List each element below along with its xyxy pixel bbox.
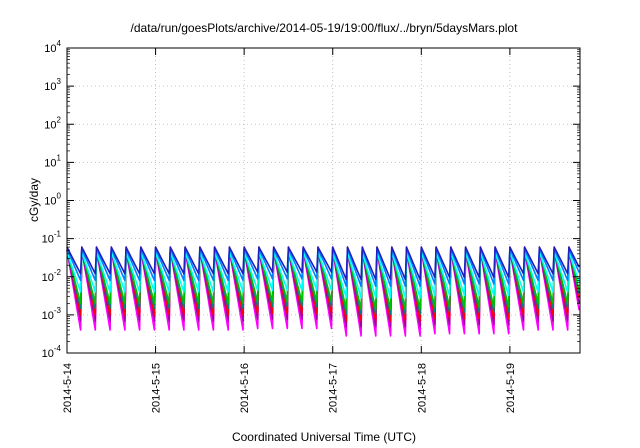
series-group bbox=[66, 246, 580, 337]
y-tick-label: 10-2 bbox=[42, 268, 62, 284]
x-tick-label: 2014-5-17 bbox=[328, 363, 340, 413]
x-axis-ticks: 2014-5-14 2014-5-15 2014-5-16 2014-5-17 2014… bbox=[62, 48, 517, 413]
x-tick-label: 2014-5-19 bbox=[505, 363, 517, 413]
x-tick-label: 2014-5-14 bbox=[62, 363, 74, 413]
chart-title: /data/run/goesPlots/archive/2014-05-19/1… bbox=[131, 21, 519, 35]
series-line bbox=[66, 247, 580, 288]
y-tick-label: 102 bbox=[44, 115, 61, 131]
y-tick-label: 101 bbox=[44, 153, 61, 169]
series-line bbox=[66, 251, 580, 299]
x-tick-label: 2014-5-16 bbox=[239, 363, 251, 413]
series-line bbox=[66, 249, 580, 328]
y-tick-label: 104 bbox=[44, 39, 61, 55]
x-tick-label: 2014-5-18 bbox=[416, 363, 428, 413]
y-tick-label: 10-3 bbox=[42, 306, 62, 322]
x-tick-label: 2014-5-15 bbox=[151, 363, 163, 413]
y-tick-label: 103 bbox=[44, 77, 61, 93]
y-tick-label: 10-1 bbox=[42, 230, 62, 246]
y-tick-label: 100 bbox=[44, 192, 61, 208]
series-line bbox=[66, 246, 580, 281]
grid bbox=[67, 48, 580, 353]
y-tick-label: 10-4 bbox=[42, 344, 62, 360]
series-line bbox=[66, 249, 580, 311]
y-axis-ticks: 104 103 102 101 100 10-1 10-2 10-3 10-4 bbox=[42, 39, 580, 360]
y-axis-label: cGy/day bbox=[27, 178, 41, 222]
x-axis-label: Coordinated Universal Time (UTC) bbox=[232, 430, 416, 444]
